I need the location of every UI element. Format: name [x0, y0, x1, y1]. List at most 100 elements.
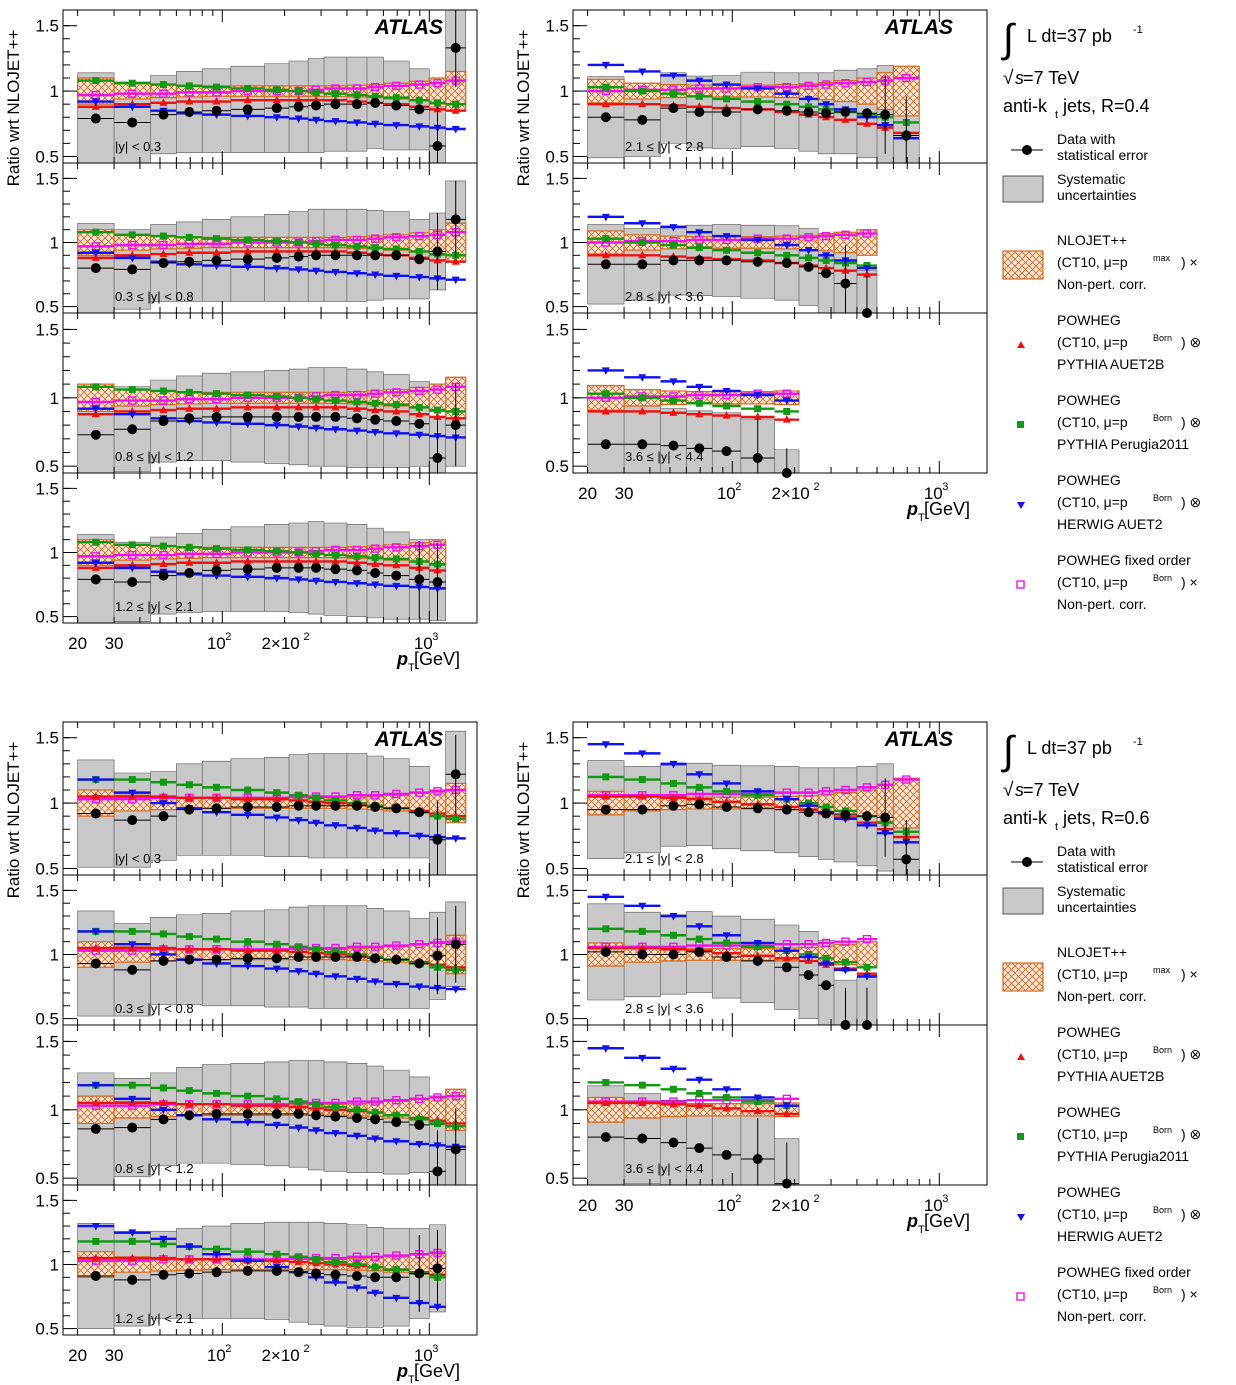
- y-tick-label: 1.5: [35, 17, 59, 36]
- pow_h-marker: [638, 220, 647, 228]
- legend-text: statistical error: [1057, 859, 1148, 875]
- pow_p-marker: [312, 88, 320, 96]
- pow_p-marker: [331, 796, 339, 804]
- legend-text: ) ⊗: [1181, 334, 1201, 350]
- data-point: [600, 259, 611, 270]
- pow_a-marker: [91, 1098, 100, 1106]
- pow_h-marker: [415, 983, 424, 992]
- pow_a-marker: [312, 556, 321, 565]
- pow_h-marker: [804, 802, 813, 811]
- legend-marker: [1017, 341, 1025, 348]
- atlas-label: ATLAS: [884, 16, 953, 39]
- pow_p-marker: [433, 406, 441, 414]
- lumi-integral: ∫: [1001, 729, 1017, 773]
- y-tick-label: 0.5: [545, 298, 569, 317]
- pow_a-marker: [782, 953, 791, 962]
- pow_p-marker: [92, 228, 100, 236]
- data-point: [694, 946, 705, 957]
- data-point: [351, 250, 362, 261]
- pow_a-marker: [669, 1099, 678, 1108]
- pow_h-marker: [272, 965, 281, 974]
- legend-text: (CT10, μ=p: [1057, 574, 1128, 590]
- pow_h-marker: [841, 966, 850, 975]
- legend-marker: [1016, 1292, 1025, 1301]
- data-point: [330, 1111, 341, 1122]
- y-tick-label: 0.5: [545, 1010, 569, 1029]
- pow_p-marker: [312, 945, 320, 953]
- data-point: [293, 1108, 304, 1119]
- y-tick-label: 0.5: [35, 147, 59, 166]
- pow_p-marker: [159, 387, 167, 395]
- data-point: [803, 970, 814, 980]
- data-point: [637, 949, 648, 960]
- pow_p-marker: [312, 794, 320, 802]
- data-point: [211, 954, 222, 965]
- pow_a-marker: [392, 406, 401, 415]
- pow_p-marker: [723, 787, 731, 795]
- pow_p-marker: [295, 87, 303, 95]
- pow_h-marker: [294, 968, 303, 976]
- pow_p-marker: [244, 546, 252, 554]
- data-point: [432, 950, 443, 961]
- pow_a-marker: [392, 560, 401, 569]
- pow_f-marker: [415, 386, 424, 396]
- pow_a-marker: [272, 246, 281, 255]
- pow_f-marker: [902, 73, 911, 83]
- legend-text: statistical error: [1057, 147, 1148, 163]
- data-point: [127, 424, 138, 435]
- pow_a-marker: [371, 405, 380, 414]
- data-point: [293, 251, 304, 262]
- pow_h-marker: [753, 236, 762, 245]
- data-point: [158, 570, 169, 581]
- pow_p-marker: [669, 1085, 677, 1093]
- legend-item: POWHEG fixed order (CT10, μ=p Born) × Non-p…: [1016, 1264, 1198, 1324]
- pow_f-marker: [352, 1252, 362, 1261]
- panel: 0.5 1 1.5 2.1 ≤ |y| < 2.8 ATLAS: [545, 721, 988, 878]
- x-tick-label: 10: [717, 1196, 736, 1215]
- data-point: [211, 1267, 222, 1278]
- y-tick-label: 1.5: [35, 169, 59, 188]
- y-tick-label: 1.5: [545, 881, 569, 900]
- legend-sup: Born: [1153, 333, 1172, 343]
- data-point: [391, 1272, 402, 1283]
- data-point: [414, 1119, 425, 1130]
- pow_p-marker: [602, 925, 610, 933]
- pow_a-marker: [128, 1253, 137, 1262]
- pow_a-marker: [243, 794, 252, 803]
- y-tick-label: 0.5: [35, 1320, 59, 1339]
- legend-sup: Born: [1153, 1205, 1172, 1215]
- data-point: [432, 576, 443, 587]
- pow_h-marker: [601, 741, 610, 749]
- data-point: [861, 811, 872, 822]
- data-point: [293, 952, 304, 963]
- data-point: [694, 255, 705, 266]
- y-tick-label: 1.5: [35, 881, 59, 900]
- pow_h-marker: [695, 77, 704, 86]
- pow_p-marker: [244, 84, 252, 92]
- data-point: [694, 107, 705, 117]
- data-point: [242, 254, 253, 265]
- pow_p-marker: [213, 390, 221, 398]
- rapidity-label: 1.2 ≤ |y| < 2.1: [115, 1311, 194, 1326]
- pow_p-marker: [723, 246, 731, 254]
- pow_h-marker: [804, 95, 813, 104]
- data-point: [184, 1110, 195, 1121]
- data-point: [668, 103, 679, 114]
- legend-item: POWHEG (CT10, μ=p Born) ⊗ HERWIG AUET2: [1017, 1184, 1201, 1244]
- x-axis-title: p: [396, 1361, 408, 1381]
- pow_p-marker: [783, 100, 791, 108]
- pow_p-marker: [312, 1100, 320, 1108]
- pow_h-marker: [722, 1086, 731, 1094]
- rapidity-label: 1.2 ≤ |y| < 2.1: [115, 599, 194, 614]
- pow_a-marker: [601, 1098, 610, 1106]
- data-point: [90, 1271, 101, 1282]
- x-tick-sup: 2: [735, 1193, 741, 1205]
- x-tick-label: 10: [924, 484, 943, 503]
- pow_p-marker: [159, 778, 167, 786]
- data-point: [752, 803, 763, 814]
- data-point: [391, 570, 402, 581]
- data-point: [370, 250, 381, 261]
- pow_a-marker: [638, 1098, 647, 1106]
- y-tick-label: 1: [50, 945, 59, 964]
- pow_a-marker: [352, 558, 361, 566]
